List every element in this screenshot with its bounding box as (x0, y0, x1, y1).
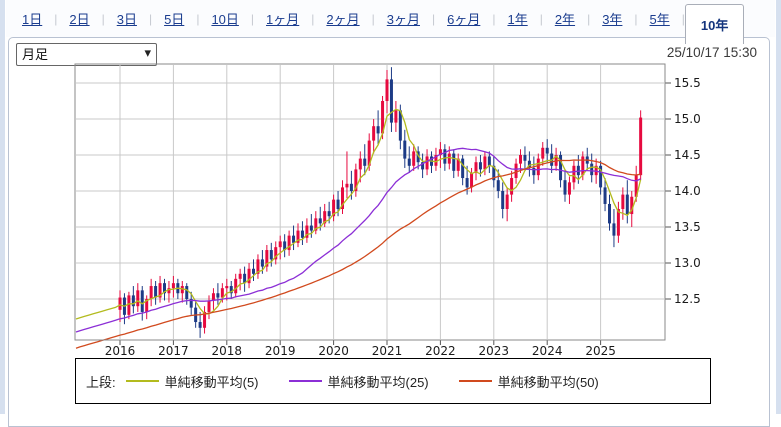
legend-line-swatch (288, 380, 322, 382)
tab-separator: | (196, 11, 200, 26)
tab-2日[interactable]: 2日 (69, 12, 90, 27)
chart-legend: 上段: 単純移動平均(5) 単純移動平均(25) 単純移動平均(50) (75, 358, 711, 404)
legend-item: 単純移動平均(25) (288, 372, 429, 391)
legend-line-swatch (125, 380, 159, 382)
tab-6ヶ月[interactable]: 6ヶ月 (447, 12, 481, 27)
tab-separator: | (54, 11, 58, 26)
legend-prefix: 上段: (86, 374, 116, 390)
tab-5年[interactable]: 5年 (649, 12, 670, 27)
tab-separator: | (148, 11, 153, 26)
tab-separator: | (492, 11, 496, 26)
tab-3年[interactable]: 3年 (602, 12, 623, 27)
tab-3日[interactable]: 3日 (116, 12, 137, 27)
interval-select[interactable]: 月足 (16, 43, 157, 66)
legend-item: 単純移動平均(50) (458, 372, 599, 391)
tab-10年[interactable]: 10年 (684, 4, 745, 44)
tab-separator: | (587, 11, 591, 26)
tab-2ヶ月[interactable]: 2ヶ月 (326, 12, 360, 27)
legend-label: 単純移動平均(5) (164, 374, 259, 390)
tab-1日[interactable]: 1日 (22, 12, 43, 27)
tab-separator: | (681, 11, 685, 26)
tab-1年[interactable]: 1年 (507, 12, 528, 27)
tab-separator: | (311, 11, 315, 26)
tab-separator: | (431, 11, 436, 26)
quote-timestamp: 25/10/17 15:30 (666, 45, 757, 60)
legend-label: 単純移動平均(25) (327, 374, 429, 390)
tab-separator: | (634, 11, 638, 26)
legend-item: 単純移動平均(5) (125, 372, 259, 391)
tab-5日[interactable]: 5日 (164, 12, 185, 27)
tab-separator: | (101, 11, 105, 26)
tab-separator: | (539, 11, 543, 26)
tab-10日[interactable]: 10日 (211, 12, 239, 27)
page-edge-right (776, 0, 781, 414)
legend-label: 単純移動平均(50) (497, 374, 599, 390)
tab-separator: | (250, 11, 255, 26)
tab-separator: | (371, 11, 375, 26)
legend-items: 単純移動平均(5) 単純移動平均(25) 単純移動平均(50) (125, 372, 629, 391)
legend-line-swatch (458, 380, 492, 382)
tab-2年[interactable]: 2年 (554, 12, 576, 27)
tab-3ヶ月[interactable]: 3ヶ月 (386, 12, 420, 27)
tab-1ヶ月[interactable]: 1ヶ月 (266, 12, 300, 27)
page-edge-left (0, 0, 5, 414)
interval-select-wrap: 月足 ▾ (16, 43, 157, 66)
tab-bar: 1日 | 2日 | 3日 | 5日 | 10日 | 1ヶ月 | 2ヶ月 | 3ヶ月 | 6ヶ月 | 1年 | 2年 | 3年… (6, 0, 775, 44)
